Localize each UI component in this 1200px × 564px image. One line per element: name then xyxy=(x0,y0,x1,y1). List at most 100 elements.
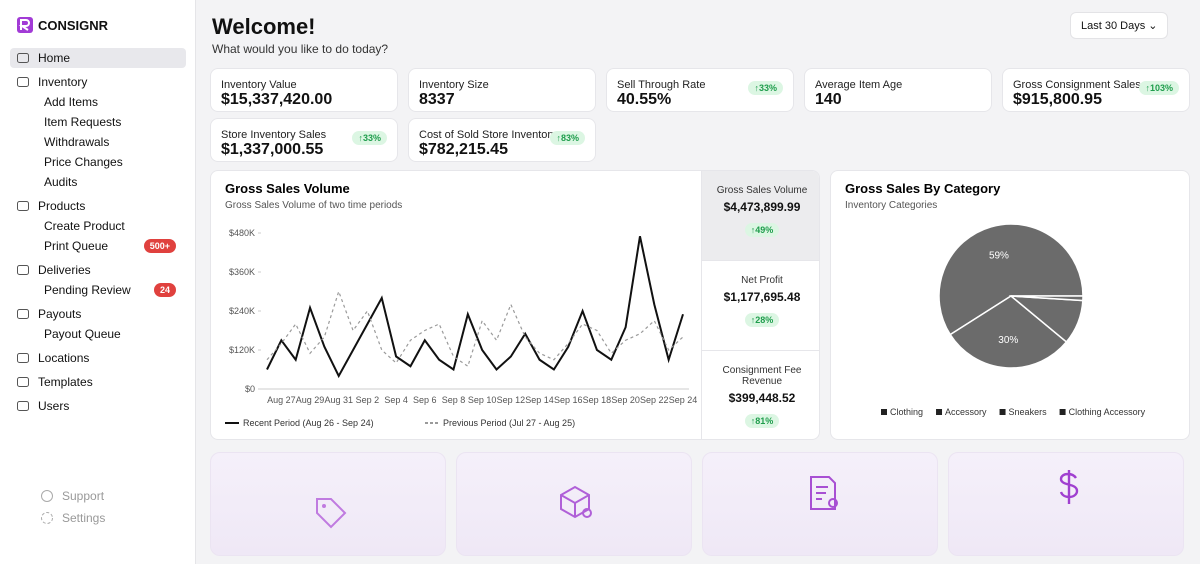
nav-item[interactable]: Locations xyxy=(10,348,186,368)
nav-label: Support xyxy=(62,489,105,503)
nav-item[interactable]: Create Product xyxy=(38,216,188,236)
document-search-icon xyxy=(810,476,838,510)
kpi-card: Inventory Size 8337 xyxy=(408,68,596,112)
legend-label: Accessory xyxy=(945,407,987,417)
x-tick-label: Sep 10 xyxy=(468,395,497,405)
nav-item[interactable]: Settings xyxy=(40,508,105,528)
kpi-value: 40.55% xyxy=(617,91,672,108)
date-range-button[interactable]: Last 30 Days ⌄ xyxy=(1070,12,1169,39)
legend-label: Sneakers xyxy=(1009,407,1048,417)
nav-item[interactable]: Pending Review 24 xyxy=(38,280,188,300)
pie-slice xyxy=(949,295,1068,369)
kpi-change: 33% xyxy=(748,81,783,95)
nav-label: Payouts xyxy=(38,307,82,321)
nav-item[interactable]: Users xyxy=(10,396,186,416)
shortcut-card[interactable] xyxy=(210,452,446,556)
stat-value: $399,448.52 xyxy=(728,391,796,405)
stat-change: 81% xyxy=(744,414,780,428)
stat-label: Net Profit xyxy=(741,275,783,286)
legend-label: Previous Period (Jul 27 - Aug 25) xyxy=(443,418,575,428)
nav-label: Templates xyxy=(38,375,93,389)
shortcut-card[interactable] xyxy=(456,452,692,556)
x-tick-label: Sep 4 xyxy=(384,395,408,405)
kpi-card: Store Inventory Sales$1,337,000.55 33% xyxy=(210,118,398,162)
date-range-label: Last 30 Days xyxy=(1081,20,1146,32)
box-search-icon xyxy=(560,485,592,519)
chart-title: Gross Sales By Category xyxy=(845,181,1001,196)
nav-icon xyxy=(17,201,29,211)
nav-icon xyxy=(17,377,29,387)
y-tick-label: $360K xyxy=(229,267,255,277)
stat-label: Consignment Fee Revenue xyxy=(722,365,802,387)
legend-label: Recent Period (Aug 26 - Sep 24) xyxy=(243,418,374,428)
nav-item[interactable]: Audits xyxy=(38,172,188,192)
kpi-label: Gross Consignment Sales xyxy=(1013,79,1141,91)
kpi-label: Inventory Value xyxy=(221,79,297,91)
nav-icon xyxy=(17,53,29,63)
kpi-change: 83% xyxy=(550,131,585,145)
nav-item[interactable]: Home xyxy=(10,48,186,68)
chart-subtitle: Gross Sales Volume of two time periods xyxy=(225,200,402,211)
kpi-label: Cost of Sold Store Inventory xyxy=(419,129,557,141)
nav-item[interactable]: Deliveries xyxy=(10,260,186,280)
nav-icon xyxy=(17,353,29,363)
legend-swatch xyxy=(881,409,887,415)
nav-label: Audits xyxy=(44,175,78,189)
nav-item[interactable]: Price Changes xyxy=(38,152,188,172)
kpi-value: 140 xyxy=(815,91,842,108)
nav-item[interactable]: Item Requests xyxy=(38,112,188,132)
kpi-label: Store Inventory Sales xyxy=(221,129,327,141)
nav-badge: 500+ xyxy=(143,239,176,253)
nav-label: Add Items xyxy=(44,95,99,109)
nav-label: Payout Queue xyxy=(44,327,121,341)
nav-item[interactable]: Products xyxy=(10,196,186,216)
nav-label: Create Product xyxy=(44,219,125,233)
x-tick-label: Sep 6 xyxy=(413,395,437,405)
x-tick-label: Sep 24 xyxy=(669,395,698,405)
kpi-value: $1,337,000.55 xyxy=(221,141,324,158)
nav-label: Item Requests xyxy=(44,115,122,129)
nav-item[interactable]: Payout Queue xyxy=(38,324,188,344)
x-tick-label: Aug 29 xyxy=(296,395,325,405)
stat-block: Gross Sales Volume $4,473,899.99 49% xyxy=(702,171,819,261)
nav-item[interactable]: Add Items xyxy=(38,92,188,112)
nav-icon xyxy=(17,77,29,87)
logo-icon xyxy=(17,17,33,33)
nav-icon xyxy=(17,265,29,275)
stat-block: Net Profit $1,177,695.48 28% xyxy=(702,261,819,351)
legend-label: Clothing Accessory xyxy=(1069,407,1146,417)
kpi-card: Cost of Sold Store Inventory$782,215.45 8… xyxy=(408,118,596,162)
side-stats: Gross Sales Volume $4,473,899.99 49% Net Pr… xyxy=(701,171,819,439)
nav-item[interactable]: Inventory xyxy=(10,72,186,92)
nav-item[interactable]: Withdrawals xyxy=(38,132,188,152)
line-chart: Gross Sales Volume Gross Sales Volume of … xyxy=(225,181,698,428)
nav-label: Settings xyxy=(62,511,106,525)
x-tick-label: Aug 31 xyxy=(324,395,353,405)
y-tick-label: $480K xyxy=(229,228,255,238)
dollar-icon xyxy=(1059,470,1079,504)
chart-title: Gross Sales Volume xyxy=(225,181,350,196)
nav-item[interactable]: Print Queue 500+ xyxy=(38,236,188,256)
nav-item[interactable]: Templates xyxy=(10,372,186,392)
nav-label: Inventory xyxy=(38,75,88,89)
chart-subtitle: Inventory Categories xyxy=(845,200,937,211)
welcome-title: Welcome! xyxy=(212,14,316,39)
sidebar: CONSIGNR Home Inventory Add Items Item Requ… xyxy=(0,0,196,564)
kpi-card: Inventory Value $15,337,420.00 xyxy=(210,68,398,112)
x-tick-label: Sep 2 xyxy=(356,395,380,405)
kpi-label: Inventory Size xyxy=(419,79,489,91)
stat-label: Gross Sales Volume xyxy=(716,185,808,196)
shortcut-card[interactable] xyxy=(948,452,1184,556)
welcome-subtitle: What would you like to do today? xyxy=(212,42,389,56)
nav-label: Home xyxy=(38,51,71,65)
kpi-card: Average Item Age 140 xyxy=(804,68,992,112)
y-tick-label: $0 xyxy=(245,384,255,394)
stat-value: $1,177,695.48 xyxy=(723,290,801,304)
x-tick-label: Sep 22 xyxy=(640,395,669,405)
kpi-value: $15,337,420.00 xyxy=(221,91,333,108)
pie-slice xyxy=(938,223,1084,336)
nav-item[interactable]: Support xyxy=(40,486,104,506)
nav-item[interactable]: Payouts xyxy=(10,304,186,324)
shortcut-card[interactable] xyxy=(702,452,938,556)
